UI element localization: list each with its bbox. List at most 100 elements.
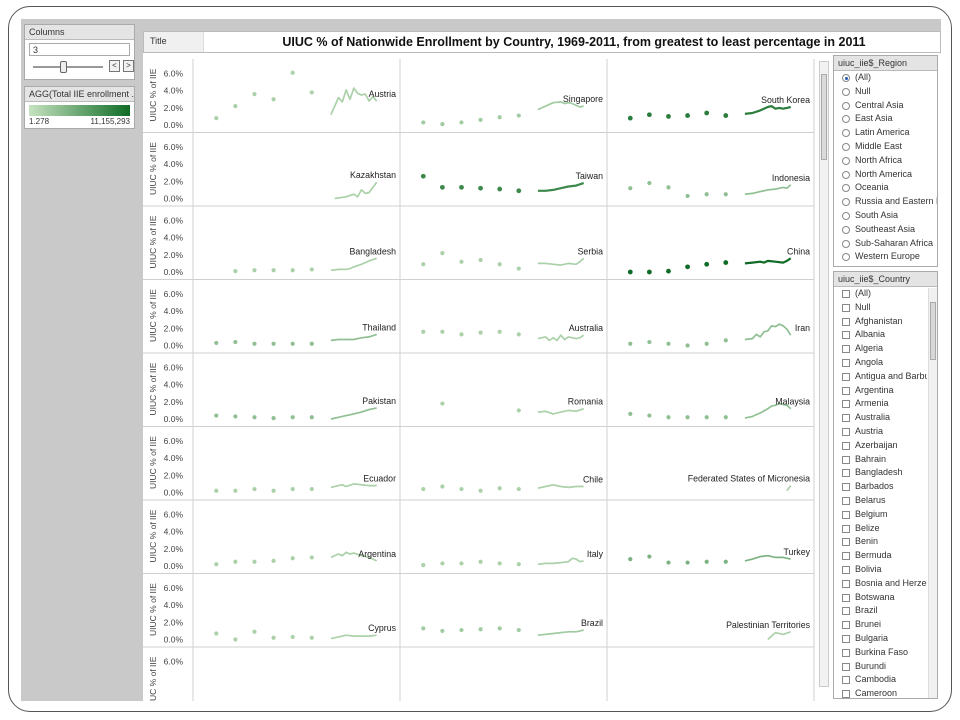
radio-button[interactable] [842,142,850,151]
country-option[interactable]: Afghanistan [834,315,927,329]
country-option[interactable]: Benin [834,535,927,549]
country-option[interactable]: Barbados [834,480,927,494]
checkbox[interactable] [842,290,850,298]
radio-button[interactable] [842,170,850,179]
next-value-button[interactable]: > [123,60,134,72]
radio-button[interactable] [842,101,850,110]
checkbox[interactable] [842,662,850,671]
region-option[interactable]: South Asia [834,209,937,223]
country-scrollbar-thumb[interactable] [930,302,936,360]
country-option[interactable]: Bolivia [834,563,927,577]
checkbox[interactable] [842,607,850,616]
chart-scrollbar[interactable] [819,61,829,687]
region-option[interactable]: Middle East [834,140,937,154]
columns-slider[interactable]: < > [29,59,134,75]
region-option[interactable]: North America [834,168,937,182]
country-option[interactable]: Angola [834,356,927,370]
region-option[interactable]: Null [834,85,937,99]
country-option[interactable]: Burkina Faso [834,646,927,660]
region-option[interactable]: (All) [834,71,937,85]
region-option[interactable]: Southeast Asia [834,223,937,237]
country-option[interactable]: Austria [834,425,927,439]
country-option[interactable]: Armenia [834,397,927,411]
radio-button[interactable] [842,87,850,96]
radio-button[interactable] [842,225,850,234]
checkbox[interactable] [842,317,850,326]
slider-thumb[interactable] [60,61,67,73]
checkbox[interactable] [842,303,850,312]
radio-button[interactable] [842,184,850,193]
region-option[interactable]: Oceania [834,181,937,195]
country-option[interactable]: Bermuda [834,549,927,563]
country-option[interactable]: Bulgaria [834,632,927,646]
country-option[interactable]: Cambodia [834,673,927,687]
checkbox[interactable] [842,441,850,450]
country-option[interactable]: Cameroon [834,687,927,698]
radio-button[interactable] [842,198,850,207]
country-option[interactable]: Albania [834,328,927,342]
checkbox[interactable] [842,345,850,354]
radio-button[interactable] [842,129,850,138]
checkbox[interactable] [842,331,850,340]
country-option[interactable]: (All) [834,287,927,301]
checkbox[interactable] [842,676,850,685]
region-option[interactable]: Latin America [834,126,937,140]
radio-button[interactable] [842,74,850,82]
checkbox[interactable] [842,469,850,478]
country-option-label: Albania [855,329,886,340]
checkbox[interactable] [842,386,850,395]
radio-button[interactable] [842,115,850,124]
country-option[interactable]: Azerbaijan [834,439,927,453]
checkbox[interactable] [842,400,850,409]
region-option[interactable]: Russia and Eastern Eu... [834,195,937,209]
checkbox[interactable] [842,427,850,436]
checkbox[interactable] [842,538,850,547]
country-option[interactable]: Australia [834,411,927,425]
country-option[interactable]: Bangladesh [834,466,927,480]
radio-button[interactable] [842,211,850,220]
checkbox[interactable] [842,690,850,698]
country-option[interactable]: Bosnia and Herzegov... [834,577,927,591]
country-list-scrollbar[interactable] [928,288,937,698]
radio-button[interactable] [842,239,850,248]
checkbox[interactable] [842,496,850,505]
country-option[interactable]: Bahrain [834,453,927,467]
country-option[interactable]: Belarus [834,494,927,508]
region-option[interactable]: North Africa [834,154,937,168]
country-option[interactable]: Brazil [834,604,927,618]
checkbox[interactable] [842,483,850,492]
checkbox[interactable] [842,593,850,602]
prev-value-button[interactable]: < [109,60,120,72]
checkbox[interactable] [842,579,850,588]
checkbox[interactable] [842,621,850,630]
region-option[interactable]: Western Europe [834,250,937,264]
columns-input[interactable]: 3 [29,43,130,56]
country-option[interactable]: Null [834,301,927,315]
chart-scrollbar-thumb[interactable] [821,74,827,160]
country-option[interactable]: Belgium [834,508,927,522]
checkbox[interactable] [842,634,850,643]
country-option[interactable]: Burundi [834,660,927,674]
radio-button[interactable] [842,156,850,165]
small-multiples-chart[interactable]: 0.0% 2.0% 4.0% 6.0% UIUC % of IIE 0.0% 2.0% 4.0… [143,59,941,701]
country-option[interactable]: Algeria [834,342,927,356]
checkbox[interactable] [842,552,850,561]
slider-track[interactable] [33,66,103,68]
checkbox[interactable] [842,372,850,381]
radio-button[interactable] [842,253,850,262]
checkbox[interactable] [842,648,850,657]
region-option[interactable]: East Asia [834,112,937,126]
country-option[interactable]: Botswana [834,591,927,605]
region-option[interactable]: Central Asia [834,99,937,113]
checkbox[interactable] [842,358,850,367]
country-option[interactable]: Belize [834,522,927,536]
country-option[interactable]: Argentina [834,384,927,398]
checkbox[interactable] [842,414,850,423]
country-option[interactable]: Brunei [834,618,927,632]
checkbox[interactable] [842,524,850,533]
region-option[interactable]: Sub-Saharan Africa [834,237,937,251]
checkbox[interactable] [842,565,850,574]
checkbox[interactable] [842,510,850,519]
country-option[interactable]: Antigua and Barbuda [834,370,927,384]
checkbox[interactable] [842,455,850,464]
